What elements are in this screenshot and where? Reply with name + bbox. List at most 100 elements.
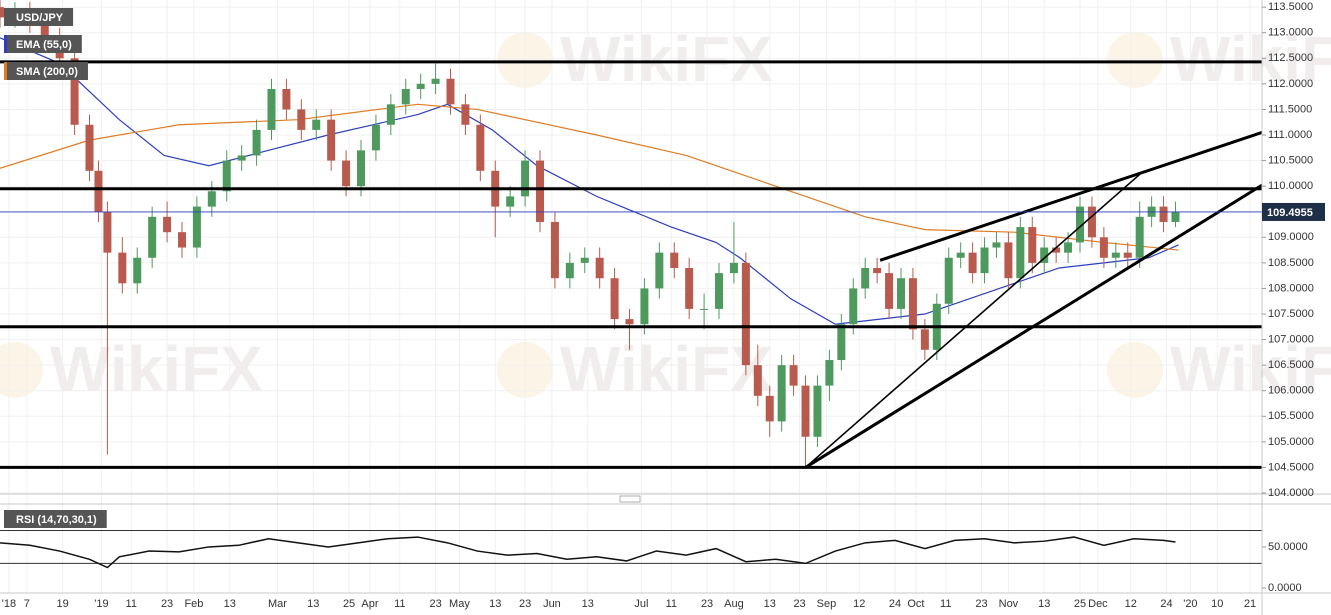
panel-handle[interactable] — [619, 495, 641, 503]
candle-body — [580, 257, 589, 263]
watermark-logo — [1107, 342, 1163, 398]
candle-body — [741, 262, 750, 366]
candle-body — [103, 211, 112, 253]
candle-body — [401, 88, 410, 105]
candle-body — [192, 206, 201, 248]
candle-body — [1087, 206, 1096, 238]
overlay: 109.4955 USD/JPY EMA (55,0) SMA (200,0) RSI … — [4, 8, 1325, 528]
candle-body — [1052, 247, 1061, 253]
candle-body — [565, 262, 574, 279]
y-tick-label: 113.0000 — [1268, 27, 1313, 39]
candle-body — [207, 191, 216, 207]
x-tick-label: Jul — [634, 598, 648, 610]
y-tick-label: 106.0000 — [1268, 385, 1314, 397]
x-tick-label: 13 — [489, 598, 501, 610]
x-tick-label: 11 — [126, 598, 137, 610]
candle-body — [446, 78, 455, 105]
y-tick-label: 0.0000 — [1268, 582, 1302, 594]
x-tick-label: 11 — [940, 598, 951, 610]
x-tick-label: 13 — [307, 598, 319, 610]
candle-body — [640, 288, 649, 325]
x-tick-label: 23 — [701, 598, 713, 610]
candle-body — [297, 109, 306, 130]
candle-body — [861, 267, 870, 289]
candle-body — [777, 365, 786, 422]
y-tick-label: 110.5000 — [1268, 154, 1313, 166]
candle-body — [1111, 252, 1120, 258]
candle-body — [386, 104, 395, 125]
x-tick-label: 24 — [1160, 598, 1172, 610]
candle-body — [282, 88, 291, 110]
x-tick-label: Jun — [543, 598, 561, 610]
y-tick-label: 106.5000 — [1268, 359, 1314, 371]
candle-body — [625, 319, 634, 325]
candle-body — [825, 360, 834, 386]
candle-body — [342, 160, 351, 187]
candle-body — [885, 273, 894, 309]
candle-body — [944, 257, 953, 304]
x-tick-label: Apr — [361, 598, 378, 610]
x-tick-label: 13 — [224, 598, 236, 610]
x-tick-label: 7 — [24, 598, 30, 610]
x-tick-label: 13 — [764, 598, 776, 610]
y-tick-label: 107.0000 — [1268, 333, 1314, 345]
candle-body — [920, 329, 929, 350]
x-tick-label: 23 — [161, 598, 173, 610]
legend-swatch — [4, 35, 7, 53]
y-tick-label: 105.5000 — [1268, 410, 1314, 422]
candle-body — [670, 252, 679, 268]
last-price-box — [1262, 202, 1325, 221]
candle-body — [70, 58, 79, 125]
candle-body — [1016, 227, 1025, 279]
y-tick-label: 104.0000 — [1268, 487, 1314, 499]
candle-body — [849, 288, 858, 325]
candle-body — [715, 273, 724, 309]
x-tick-label: 23 — [975, 598, 987, 610]
legend-label: EMA (55,0) — [16, 39, 72, 51]
x-tick-label: 11 — [666, 598, 677, 610]
candle-body — [506, 196, 515, 207]
plot — [0, 0, 1263, 569]
candle-body — [371, 124, 380, 151]
candle-body — [610, 278, 619, 320]
candle-body — [729, 262, 738, 274]
candle-body — [148, 216, 157, 258]
watermark: WikiFX — [50, 333, 263, 405]
watermark-logo — [1107, 32, 1163, 88]
candle-body — [753, 365, 762, 396]
candle-body — [222, 160, 231, 192]
y-tick-label: 104.5000 — [1268, 461, 1314, 473]
candle-body — [267, 88, 276, 130]
x-tick-label: '18 — [2, 598, 16, 610]
candle-body — [356, 150, 365, 187]
legend-swatch — [4, 62, 7, 80]
x-tick-label: 25 — [343, 598, 355, 610]
x-tick-label: Sep — [817, 598, 837, 610]
candle-body — [1028, 227, 1037, 263]
rsi-line — [0, 536, 1176, 569]
candle-body — [177, 232, 186, 248]
trend-line — [805, 171, 1144, 469]
y-tick-label: 111.0000 — [1268, 129, 1312, 141]
x-tick-label: 10 — [1211, 598, 1223, 610]
y-tick-label: 113.5000 — [1268, 1, 1313, 13]
candle-body — [1135, 216, 1144, 258]
candle-body — [1123, 252, 1132, 258]
candle-body — [813, 385, 822, 437]
candle-body — [133, 257, 142, 284]
x-tick-label: 25 — [1074, 598, 1086, 610]
legend-label: SMA (200,0) — [16, 66, 78, 78]
candle-body — [700, 308, 709, 310]
candle-body — [685, 267, 694, 309]
candle-body — [956, 252, 965, 258]
legend-label: USD/JPY — [16, 12, 64, 24]
candle-body — [1076, 206, 1085, 243]
y-tick-label: 112.0000 — [1268, 78, 1313, 90]
candle-body — [0, 7, 4, 18]
x-tick-label: 11 — [394, 598, 405, 610]
candle-body — [1064, 242, 1073, 253]
candle-body — [897, 278, 906, 309]
candle-body — [521, 160, 530, 197]
x-tick-label: 21 — [1244, 598, 1256, 610]
